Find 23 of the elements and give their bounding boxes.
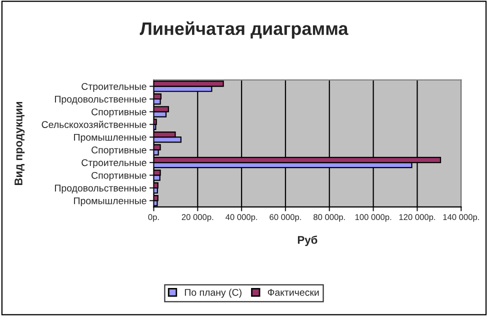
y-tick-label: Продовольственные xyxy=(55,96,146,105)
x-tick-label: 140 000р. xyxy=(443,214,479,222)
y-tick-label: Промышленные xyxy=(74,197,146,206)
x-tick-label: 100 000р. xyxy=(355,214,392,222)
legend-label: Фактически xyxy=(268,289,319,296)
y-tick-label: Спортивные xyxy=(92,172,146,181)
x-tick-label: 20 000р. xyxy=(182,214,214,222)
x-axis-title: Руб xyxy=(298,236,318,246)
y-tick-label: Промышленные xyxy=(74,134,146,143)
y-tick-label: Сельскохозяйственные xyxy=(42,120,146,128)
x-tick-label: 120 000р. xyxy=(399,214,436,222)
y-axis-title: Вид продукции xyxy=(14,102,25,185)
y-tick-label: Строительные xyxy=(82,159,146,168)
legend-label: По плану (С) xyxy=(184,288,242,298)
y-tick-label: Спортивные xyxy=(92,146,146,156)
chart-title: Линейчатая диаграмма xyxy=(140,21,348,39)
y-tick-label: Продовольственные xyxy=(55,184,146,194)
x-tick-label: 80 000р. xyxy=(314,214,345,222)
x-tick-label: 40 000р. xyxy=(226,214,258,222)
x-tick-label: 0р. xyxy=(148,214,159,222)
y-tick-label: Спортивные xyxy=(92,108,146,118)
x-tick-label: 60 000р. xyxy=(270,214,301,222)
y-tick-label: Строительные xyxy=(82,83,146,92)
